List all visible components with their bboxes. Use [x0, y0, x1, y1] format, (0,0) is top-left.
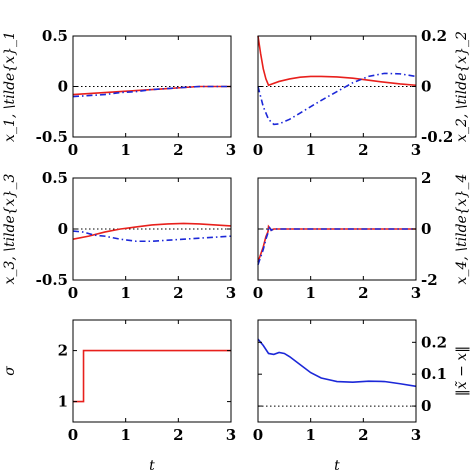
y-axis-label: σ [2, 366, 18, 376]
y-axis-label: x_2, \tilde{x}_2 [454, 31, 470, 142]
x-tick-label: 0 [68, 141, 78, 159]
series-line-1 [73, 349, 231, 403]
x-tick-label: 0 [68, 426, 78, 444]
series-line-2 [72, 85, 231, 98]
x-tick-label: 1 [120, 141, 130, 159]
subplot-x2: 0 1 2 3-0.2 0 0.2 x_2, \tilde{x}_2 [253, 27, 470, 159]
subplot-x4: 0 1 2 3-2 0 2 x_4, \tilde{x}_4 [253, 169, 470, 302]
x-tick-label: 1 [305, 141, 315, 159]
y-tick-label: 2 [421, 169, 431, 187]
y-tick-label: 0.2 [421, 27, 447, 45]
y-axis-label: x_1, \tilde{x}_1 [2, 31, 18, 142]
series-line-2 [72, 230, 232, 243]
y-tick-label: -0.2 [421, 128, 453, 146]
x-tick-label: 3 [226, 141, 236, 159]
x-tick-label: 0 [253, 284, 263, 302]
x-tick-label: 1 [120, 284, 130, 302]
series-line-2 [257, 72, 417, 126]
x-axis-label: t [149, 458, 155, 474]
y-tick-label: -2 [421, 271, 438, 289]
plot-frame [257, 35, 417, 138]
y-tick-label: 0 [421, 397, 431, 415]
x-tick-label: 3 [411, 141, 421, 159]
subplot-err: 0 1 2 300.10.2‖x̃ − x‖t [253, 319, 470, 474]
y-tick-label: 0 [58, 78, 68, 96]
y-tick-label: 0 [421, 220, 431, 238]
y-tick-label: 2 [58, 342, 68, 360]
subplot-x3: 0 1 2 3-0.500.5x_3, \tilde{x}_3 [2, 169, 236, 302]
series-line-1 [72, 85, 231, 96]
x-axis-label: t [334, 458, 340, 474]
x-tick-label: 0 [253, 426, 263, 444]
series-line-2 [257, 224, 416, 265]
y-axis-label: ‖x̃ − x‖ [454, 346, 470, 396]
y-tick-label: -0.5 [36, 271, 68, 289]
x-tick-label: 2 [173, 284, 183, 302]
series-line-1 [257, 35, 417, 87]
x-tick-label: 2 [358, 284, 368, 302]
y-tick-label: 0.2 [421, 333, 447, 351]
x-tick-label: 3 [411, 284, 421, 302]
y-axis-label: x_3, \tilde{x}_3 [2, 173, 18, 284]
y-tick-label: 1 [58, 393, 68, 411]
x-tick-label: 2 [173, 426, 183, 444]
x-tick-label: 2 [358, 141, 368, 159]
y-axis-label: x_4, \tilde{x}_4 [454, 174, 470, 285]
x-tick-label: 2 [173, 141, 183, 159]
plot-frame [72, 319, 232, 423]
y-tick-label: 0.5 [42, 27, 68, 45]
x-tick-label: 0 [253, 141, 263, 159]
plot-frame [257, 319, 417, 423]
x-tick-label: 1 [305, 284, 315, 302]
series-line-1 [257, 338, 417, 388]
x-tick-label: 3 [226, 284, 236, 302]
x-tick-label: 3 [226, 426, 236, 444]
x-tick-label: 3 [411, 426, 421, 444]
plot-frame [72, 177, 232, 281]
x-tick-label: 1 [305, 426, 315, 444]
x-tick-label: 0 [68, 284, 78, 302]
y-tick-label: 0 [58, 220, 68, 238]
y-tick-label: 0.1 [421, 365, 447, 383]
series-line-1 [257, 224, 416, 263]
x-tick-label: 1 [120, 426, 130, 444]
y-tick-label: 0.5 [42, 169, 68, 187]
subplot-x1: 0 1 2 3-0.500.5x_1, \tilde{x}_1 [2, 27, 236, 159]
x-tick-label: 2 [358, 426, 368, 444]
y-tick-label: 0 [421, 78, 431, 96]
series-line-1 [72, 222, 232, 240]
y-tick-label: -0.5 [36, 128, 68, 146]
